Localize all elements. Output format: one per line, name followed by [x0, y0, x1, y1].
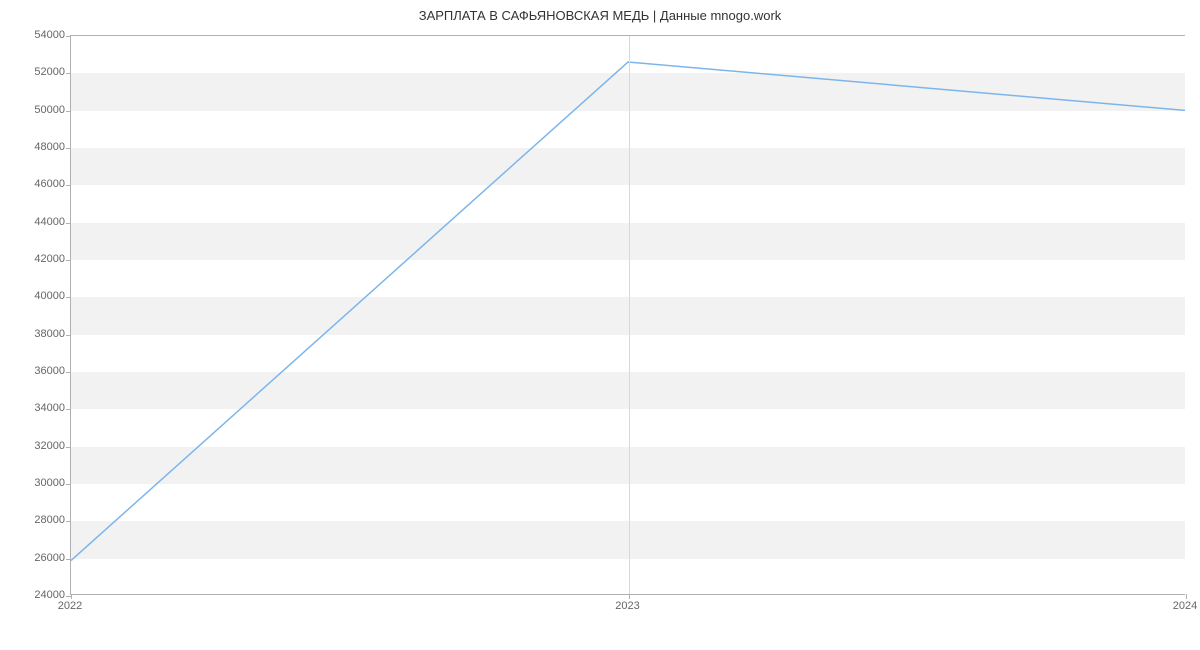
x-axis-label: 2024: [1173, 600, 1197, 612]
y-tick: [66, 185, 71, 186]
y-axis-label: 46000: [5, 178, 65, 190]
plot-area: [70, 35, 1185, 595]
y-tick: [66, 297, 71, 298]
y-tick: [66, 409, 71, 410]
y-axis-label: 28000: [5, 514, 65, 526]
y-tick: [66, 73, 71, 74]
y-tick: [66, 260, 71, 261]
y-axis-label: 30000: [5, 477, 65, 489]
y-tick: [66, 484, 71, 485]
y-axis-label: 26000: [5, 552, 65, 564]
y-axis-label: 42000: [5, 253, 65, 265]
x-tick: [1186, 594, 1187, 599]
y-tick: [66, 521, 71, 522]
chart-title: ЗАРПЛАТА В САФЬЯНОВСКАЯ МЕДЬ | Данные mn…: [0, 8, 1200, 23]
y-axis-label: 24000: [5, 589, 65, 601]
x-axis-label: 2023: [615, 600, 639, 612]
x-tick: [629, 594, 630, 599]
y-axis-label: 38000: [5, 328, 65, 340]
grid-line-vertical: [629, 36, 630, 594]
y-axis-label: 44000: [5, 216, 65, 228]
y-axis-label: 36000: [5, 365, 65, 377]
x-tick: [71, 594, 72, 599]
x-axis-label: 2022: [58, 600, 82, 612]
y-axis-label: 34000: [5, 402, 65, 414]
y-axis-label: 40000: [5, 290, 65, 302]
chart-container: ЗАРПЛАТА В САФЬЯНОВСКАЯ МЕДЬ | Данные mn…: [0, 0, 1200, 650]
y-tick: [66, 372, 71, 373]
y-tick: [66, 559, 71, 560]
y-tick: [66, 148, 71, 149]
y-tick: [66, 335, 71, 336]
y-axis-label: 48000: [5, 141, 65, 153]
y-axis-label: 50000: [5, 104, 65, 116]
y-axis-label: 52000: [5, 66, 65, 78]
y-tick: [66, 36, 71, 37]
y-axis-label: 54000: [5, 29, 65, 41]
y-axis-label: 32000: [5, 440, 65, 452]
y-tick: [66, 111, 71, 112]
y-tick: [66, 223, 71, 224]
y-tick: [66, 447, 71, 448]
